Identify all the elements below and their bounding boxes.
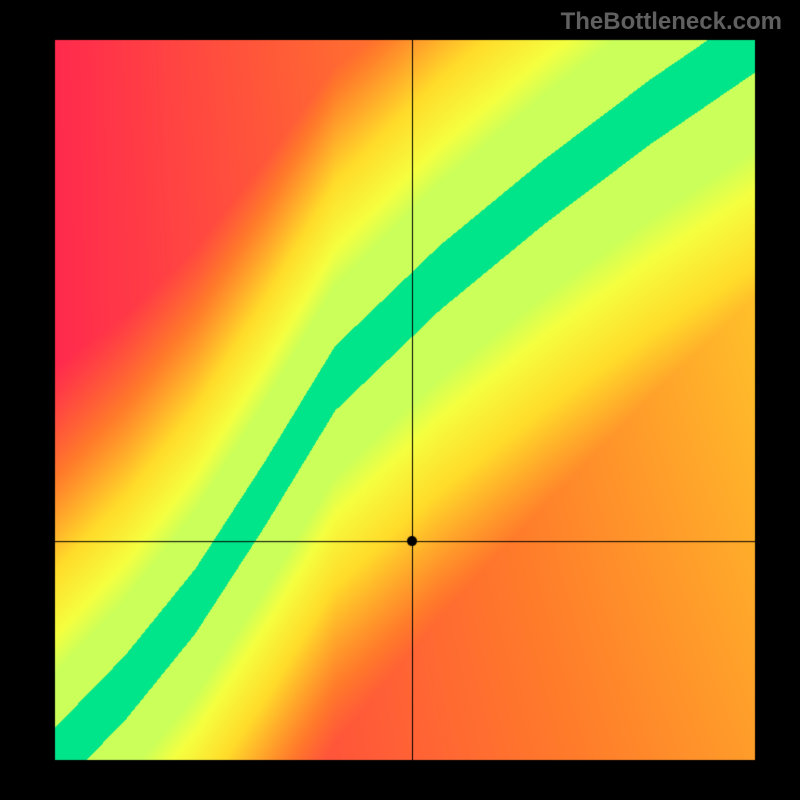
bottleneck-heatmap bbox=[0, 0, 800, 800]
watermark-text: TheBottleneck.com bbox=[561, 8, 782, 36]
